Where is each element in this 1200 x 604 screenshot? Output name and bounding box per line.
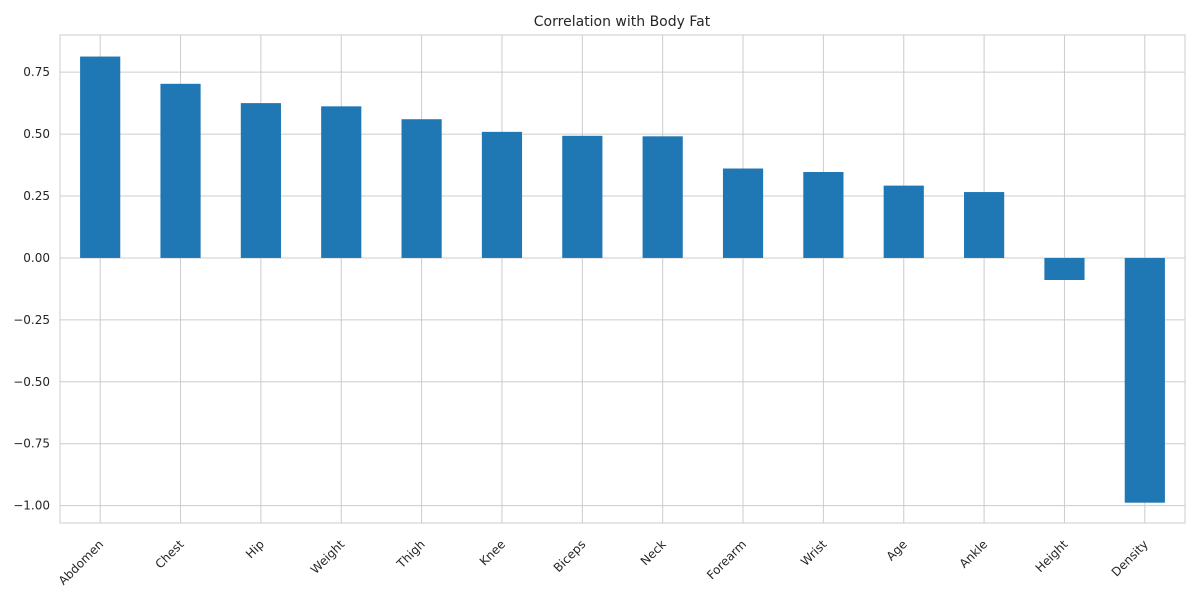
x-tick-label: Neck [638,537,669,568]
bars [80,56,1165,503]
y-tick-label: 0.75 [23,65,50,79]
bar-density [1124,257,1165,503]
chart-title: Correlation with Body Fat [534,14,711,30]
bar-abdomen [80,56,121,258]
y-tick-label: −1.00 [13,499,50,513]
x-tick-label: Density [1109,537,1151,579]
bar-height [1044,257,1085,280]
x-tick-label: Abdomen [56,537,107,588]
x-tick-label: Chest [152,537,186,571]
y-axis-ticks: −1.00 −0.75 −0.50 −0.25 0.00 0.25 0.50 0.75 [13,65,50,513]
y-tick-label: −0.50 [13,375,50,389]
bar-wrist [803,171,844,258]
bar-hip [240,103,281,258]
x-tick-label: Biceps [551,537,589,575]
bar-thigh [401,119,442,258]
x-tick-label: Ankle [957,537,991,571]
bar-biceps [562,135,603,258]
x-tick-label: Forearm [704,537,749,582]
x-tick-label: Height [1033,537,1071,575]
bar-weight [321,106,362,258]
x-tick-label: Age [884,537,910,563]
plot-frame [59,34,1186,524]
bar-knee [481,131,523,258]
grid-lines [60,35,1185,523]
bar-forearm [722,168,764,258]
x-tick-label: Knee [477,537,508,568]
x-tick-label: Weight [308,537,348,577]
y-tick-label: 0.25 [23,189,50,203]
bar-neck [642,136,683,258]
y-tick-label: 0.00 [23,251,50,265]
bar-ankle [964,192,1005,258]
x-axis-ticks: Abdomen Chest Hip Weight Thigh Knee Biceps Neck… [56,537,1151,588]
y-tick-label: −0.25 [13,313,50,327]
y-tick-label: −0.75 [13,437,50,451]
bar-age [883,185,924,258]
x-tick-label: Hip [243,537,267,561]
x-tick-label: Thigh [393,537,427,571]
x-tick-label: Wrist [798,537,830,569]
bar-chest [160,83,201,258]
y-tick-label: 0.50 [23,127,50,141]
